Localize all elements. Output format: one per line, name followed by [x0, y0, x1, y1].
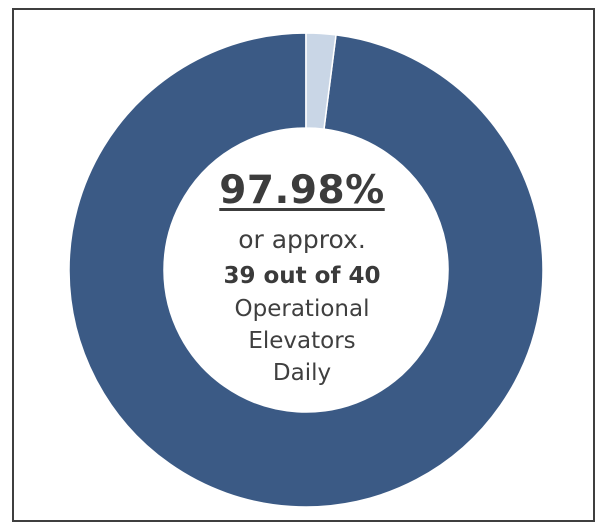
desc-line-operational: Operational — [234, 296, 370, 322]
donut-slices — [68, 32, 544, 508]
percent-value: 97.98% — [219, 168, 385, 213]
donut-slice-not-operational — [305, 32, 337, 130]
donut-center-label: 97.98% or approx. 39 out of 40 Operation… — [188, 165, 416, 389]
count-text: 39 out of 40 — [223, 263, 381, 289]
approx-text: or approx. — [238, 225, 366, 254]
donut-slice-operational — [68, 32, 544, 508]
desc-line-daily: Daily — [272, 360, 332, 386]
desc-line-elevators: Elevators — [248, 328, 356, 354]
